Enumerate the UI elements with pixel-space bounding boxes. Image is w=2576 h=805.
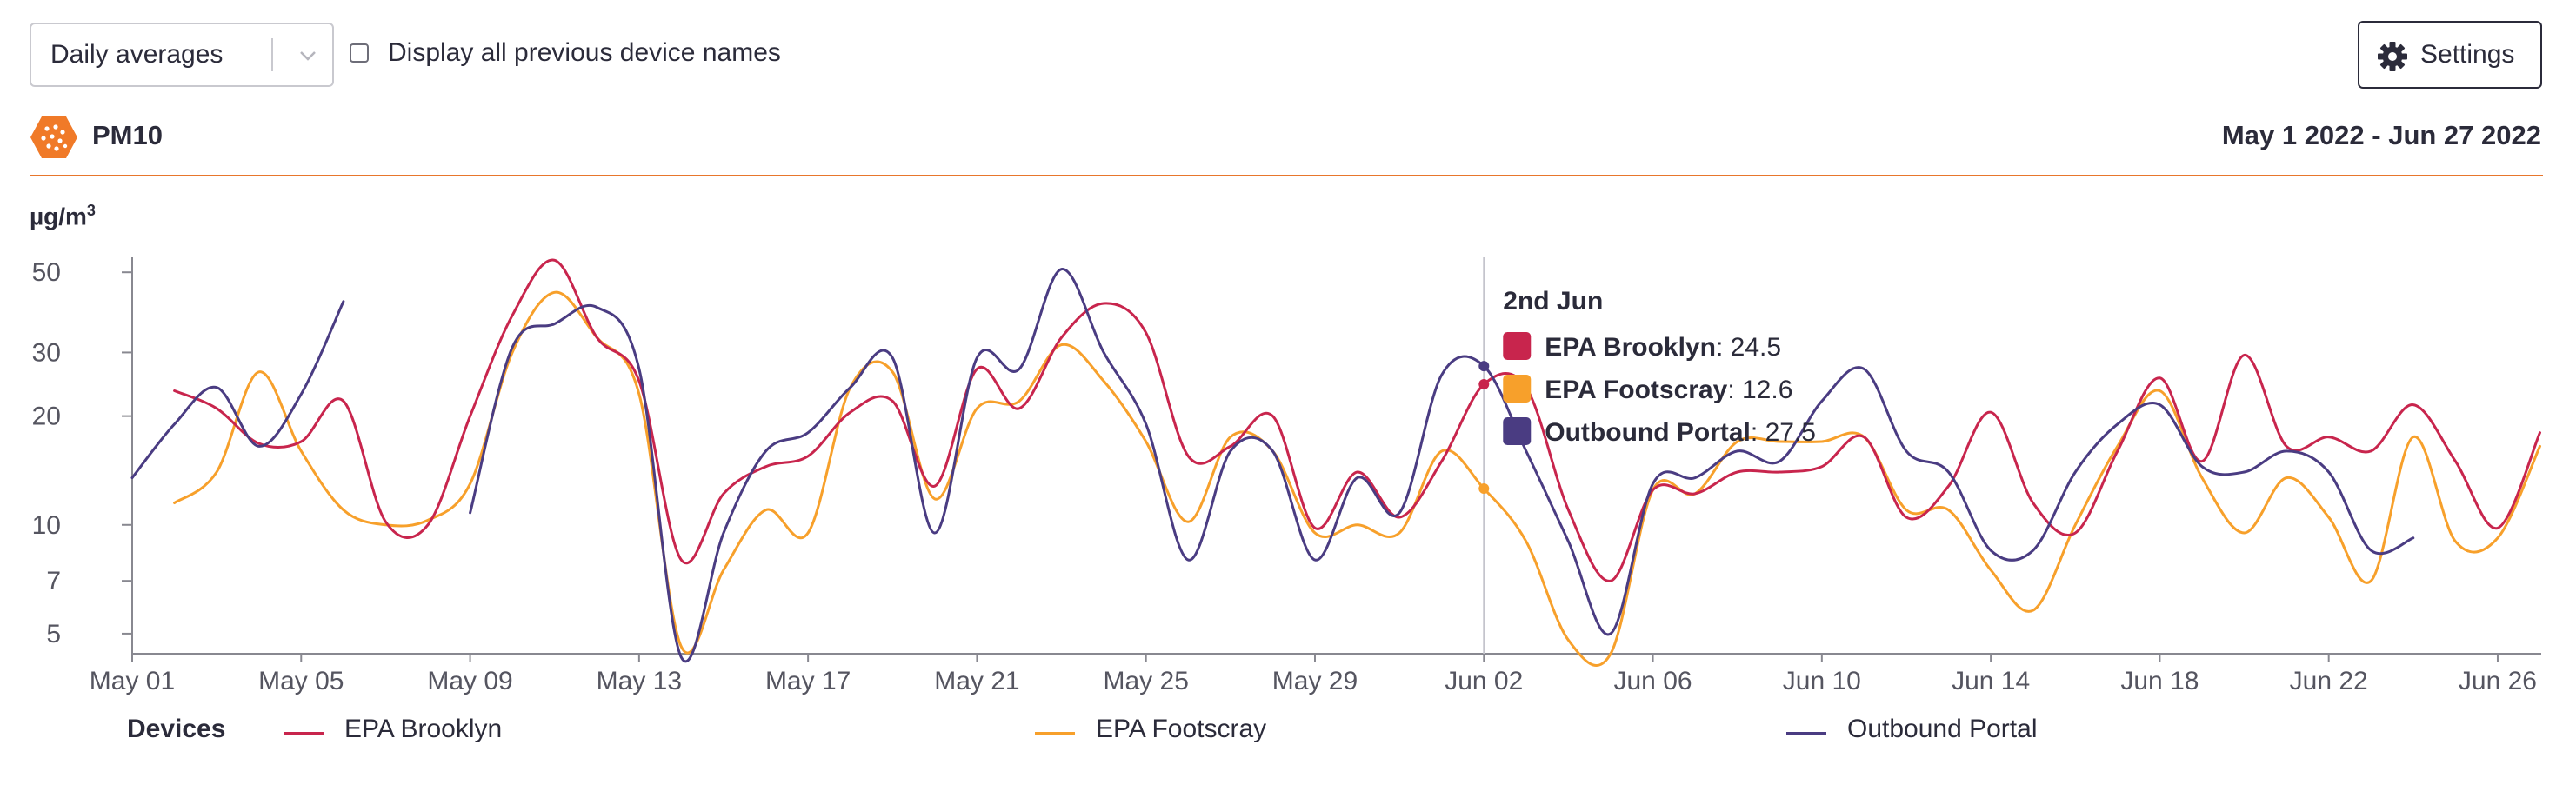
show-previous-names-label[interactable]: Display all previous device names [388, 38, 781, 67]
x-tick-label: May 29 [1272, 667, 1358, 695]
aggregation-select-value: Daily averages [50, 40, 224, 69]
x-tick-label: Jun 02 [1445, 667, 1523, 695]
hover-point-epa-brooklyn [1478, 378, 1490, 389]
tooltip-row-value: : 24.5 [1716, 333, 1781, 362]
y-axis-unit-text: µg/m [30, 203, 87, 230]
y-tick-label: 50 [32, 258, 61, 287]
show-previous-names-checkbox[interactable] [350, 43, 369, 63]
tooltip-row-name: Outbound Portal [1545, 418, 1751, 447]
series-line-outbound-portal [469, 268, 2415, 663]
x-tick-label: Jun 14 [1952, 667, 2030, 695]
pm10-sensor-icon [30, 116, 77, 158]
x-tick-label: May 13 [597, 667, 682, 695]
x-tick-label: May 01 [90, 667, 175, 695]
legend-label-epa-footscray: EPA Footscray [1096, 715, 1267, 743]
gear-icon [2378, 42, 2407, 71]
header-divider [30, 175, 2543, 176]
x-tick-label: Jun 22 [2290, 667, 2368, 695]
tooltip-row-name: EPA Footscray [1545, 376, 1727, 404]
tooltip-title: 2nd Jun [1503, 287, 1603, 316]
x-tick-label: May 05 [258, 667, 344, 695]
x-tick-label: May 25 [1104, 667, 1189, 695]
legend-label-epa-brooklyn: EPA Brooklyn [344, 715, 503, 743]
x-tick-label: May 09 [427, 667, 512, 695]
hover-point-epa-footscray [1478, 483, 1490, 495]
tooltip-row-value: : 12.6 [1727, 376, 1792, 404]
pollutant-title: PM10 [92, 120, 163, 150]
settings-label: Settings [2420, 40, 2515, 69]
pm10-line-chart[interactable]: 5 7 10 20 30 50 May 01 May 05 May 09 May 13 May 17… [0, 0, 2576, 704]
y-tick-label: 5 [46, 620, 61, 649]
tooltip-row-epa-brooklyn: EPA Brooklyn: 24.5 [1545, 333, 1781, 362]
hover-point-outbound-portal [1478, 361, 1490, 372]
y-axis-unit: µg/m3 [30, 202, 96, 230]
y-axis-unit-superscript: 3 [86, 202, 96, 219]
select-separator [271, 38, 273, 71]
settings-button[interactable]: Settings [2358, 21, 2542, 89]
y-tick-label: 10 [32, 511, 61, 540]
legend-swatch-outbound-portal [1786, 732, 1826, 735]
tooltip-swatch-epa-brooklyn [1503, 332, 1532, 360]
tooltip-swatch-epa-footscray [1503, 375, 1532, 402]
tooltip-row-name: EPA Brooklyn [1545, 333, 1716, 362]
y-tick-label: 20 [32, 402, 61, 431]
legend-swatch-epa-footscray [1035, 732, 1075, 735]
y-tick-label: 7 [46, 567, 61, 595]
chart-axes: 5 7 10 20 30 50 May 01 May 05 May 09 May 13 May 17… [32, 257, 2541, 695]
tooltip-row-value: : 27.5 [1751, 418, 1816, 447]
aggregation-select[interactable]: Daily averages [30, 23, 334, 87]
x-tick-label: Jun 26 [2459, 667, 2537, 695]
legend-title: Devices [127, 715, 226, 743]
legend-swatch-epa-brooklyn [284, 732, 324, 735]
date-range: May 1 2022 - Jun 27 2022 [2221, 120, 2541, 150]
x-tick-label: May 17 [765, 667, 851, 695]
y-tick-label: 30 [32, 338, 61, 367]
legend-label-outbound-portal: Outbound Portal [1847, 715, 2038, 743]
device-legend: Devices EPA Brooklyn EPA Footscray Outbo… [0, 706, 2576, 758]
tooltip-row-epa-footscray: EPA Footscray: 12.6 [1545, 376, 1792, 404]
chevron-down-icon[interactable] [292, 42, 324, 70]
series-line-outbound-portal [130, 300, 345, 480]
tooltip-row-outbound-portal: Outbound Portal: 27.5 [1545, 418, 1816, 447]
x-tick-label: Jun 06 [1614, 667, 1692, 695]
x-tick-label: Jun 10 [1783, 667, 1861, 695]
chart-series [130, 258, 2541, 667]
x-tick-label: Jun 18 [2120, 667, 2199, 695]
x-tick-label: May 21 [934, 667, 1019, 695]
series-line-epa-brooklyn [173, 258, 2541, 582]
tooltip-swatch-outbound-portal [1503, 417, 1532, 445]
